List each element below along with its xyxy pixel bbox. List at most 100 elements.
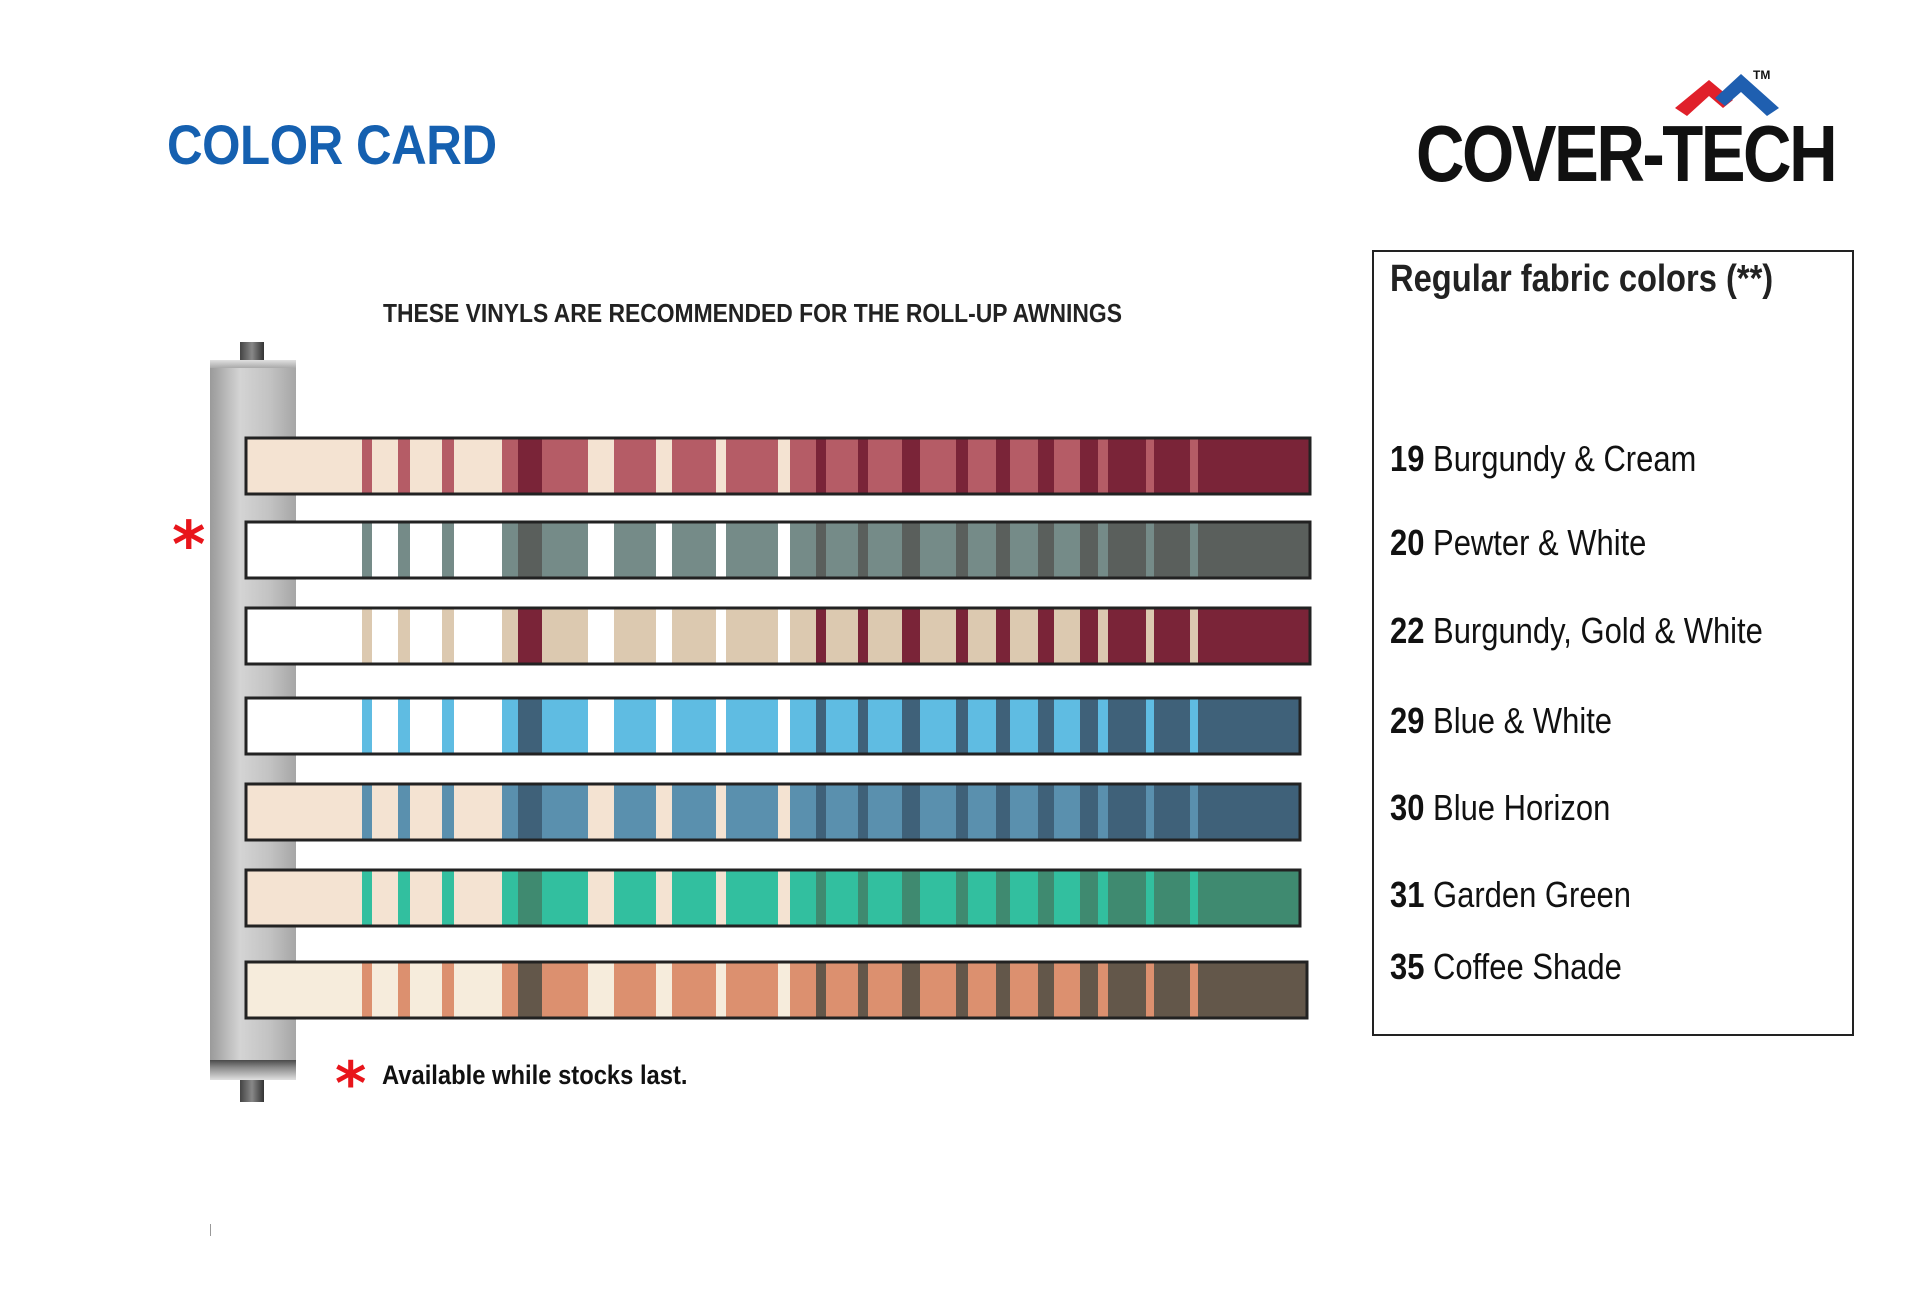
- swatch-stripe: [1080, 962, 1098, 1018]
- swatch-stripe: [1098, 698, 1108, 754]
- swatch-stripe: [920, 698, 956, 754]
- swatch-stripe: [410, 784, 442, 840]
- swatch-stripe: [778, 698, 790, 754]
- swatch-stripe: [778, 608, 790, 664]
- swatch-stripe: [372, 784, 398, 840]
- swatch-stripe: [816, 784, 826, 840]
- swatch-stripe: [672, 870, 716, 926]
- swatch-stripe: [442, 698, 454, 754]
- swatch-stripe: [920, 438, 956, 494]
- swatch-stripe: [726, 698, 778, 754]
- swatch-stripe: [902, 438, 920, 494]
- swatch-stripe: [1098, 870, 1108, 926]
- swatch-stripe: [1146, 698, 1154, 754]
- swatch-stripe: [542, 870, 588, 926]
- swatch-stripe: [672, 698, 716, 754]
- swatch-stripe: [362, 870, 372, 926]
- swatch-stripe: [1146, 870, 1154, 926]
- swatch-stripe: [588, 698, 614, 754]
- swatch-stripe: [1108, 962, 1146, 1018]
- swatch-stripe: [790, 522, 816, 578]
- swatch-stripe: [1010, 784, 1038, 840]
- swatch-stripe: [1154, 608, 1190, 664]
- swatch-stripe: [996, 870, 1010, 926]
- swatch-stripe: [410, 438, 442, 494]
- swatch-stripe: [518, 608, 542, 664]
- swatch-stripe: [1154, 522, 1190, 578]
- swatch-stripe: [902, 784, 920, 840]
- swatch-stripe: [362, 962, 372, 1018]
- swatch-stripe: [362, 698, 372, 754]
- crop-mark: [210, 1224, 211, 1236]
- swatch-bar-30: [244, 782, 1302, 842]
- swatch-stripe: [920, 962, 956, 1018]
- swatch-stripe: [858, 962, 868, 1018]
- trademark-mark: TM: [1753, 68, 1771, 82]
- recommendation-subtitle: THESE VINYLS ARE RECOMMENDED FOR THE ROL…: [383, 298, 1122, 328]
- swatch-stripe: [410, 522, 442, 578]
- swatch-stripe: [996, 438, 1010, 494]
- swatch-stripe: [716, 870, 726, 926]
- swatch-stripe: [716, 608, 726, 664]
- swatch-stripe: [1038, 784, 1054, 840]
- swatch-stripe: [502, 962, 518, 1018]
- swatch-stripe: [726, 784, 778, 840]
- swatch-stripe: [1190, 870, 1198, 926]
- limited-stock-marker: *: [172, 509, 206, 583]
- swatch-stripe: [1098, 522, 1108, 578]
- swatch-stripe: [518, 698, 542, 754]
- swatch-stripe: [398, 698, 410, 754]
- swatch-stripe: [656, 784, 672, 840]
- swatch-bar-29: [244, 696, 1302, 756]
- swatch-stripe: [672, 962, 716, 1018]
- legend-item: 35 Coffee Shade: [1390, 946, 1622, 987]
- swatch-stripe: [1154, 438, 1190, 494]
- swatch-stripe: [726, 962, 778, 1018]
- swatch-stripe: [614, 784, 656, 840]
- swatch-stripe: [956, 784, 968, 840]
- swatch-stripe: [372, 438, 398, 494]
- swatch-stripe: [1198, 698, 1300, 754]
- swatch-stripe: [518, 438, 542, 494]
- swatch-stripe: [1038, 962, 1054, 1018]
- swatch-stripe: [542, 962, 588, 1018]
- swatch-stripe: [502, 698, 518, 754]
- swatch-stripe: [1054, 438, 1080, 494]
- swatch-stripe: [920, 870, 956, 926]
- swatch-stripe: [454, 522, 502, 578]
- swatch-stripe: [1038, 608, 1054, 664]
- swatch-stripe: [1080, 870, 1098, 926]
- swatch-stripe: [956, 522, 968, 578]
- swatch-stripe: [454, 962, 502, 1018]
- swatch-stripe: [362, 608, 372, 664]
- page-title: COLOR CARD: [167, 113, 497, 176]
- swatch-stripe: [968, 962, 996, 1018]
- swatch-stripe: [588, 870, 614, 926]
- swatch-stripe: [858, 870, 868, 926]
- swatch-stripe: [868, 608, 902, 664]
- swatch-stripe: [1080, 608, 1098, 664]
- swatch-border: [244, 960, 1309, 1020]
- swatch-stripe: [672, 522, 716, 578]
- swatch-stripe: [790, 608, 816, 664]
- swatch-stripe: [1190, 962, 1198, 1018]
- swatch-stripe: [1108, 698, 1146, 754]
- swatch-stripe: [1198, 438, 1310, 494]
- swatch-stripe: [398, 438, 410, 494]
- swatch-stripe: [656, 608, 672, 664]
- swatch-stripe: [1154, 870, 1190, 926]
- swatch-stripe: [502, 608, 518, 664]
- swatch-stripe: [868, 698, 902, 754]
- swatch-stripe: [968, 870, 996, 926]
- swatch-stripe: [716, 698, 726, 754]
- swatch-stripe: [614, 438, 656, 494]
- swatch-stripe: [442, 522, 454, 578]
- swatch-stripe: [246, 438, 362, 494]
- swatch-stripe: [410, 698, 442, 754]
- swatch-stripe: [588, 522, 614, 578]
- swatch-stripe: [1098, 784, 1108, 840]
- swatch-stripe: [816, 608, 826, 664]
- swatch-stripe: [902, 608, 920, 664]
- swatch-stripe: [1146, 438, 1154, 494]
